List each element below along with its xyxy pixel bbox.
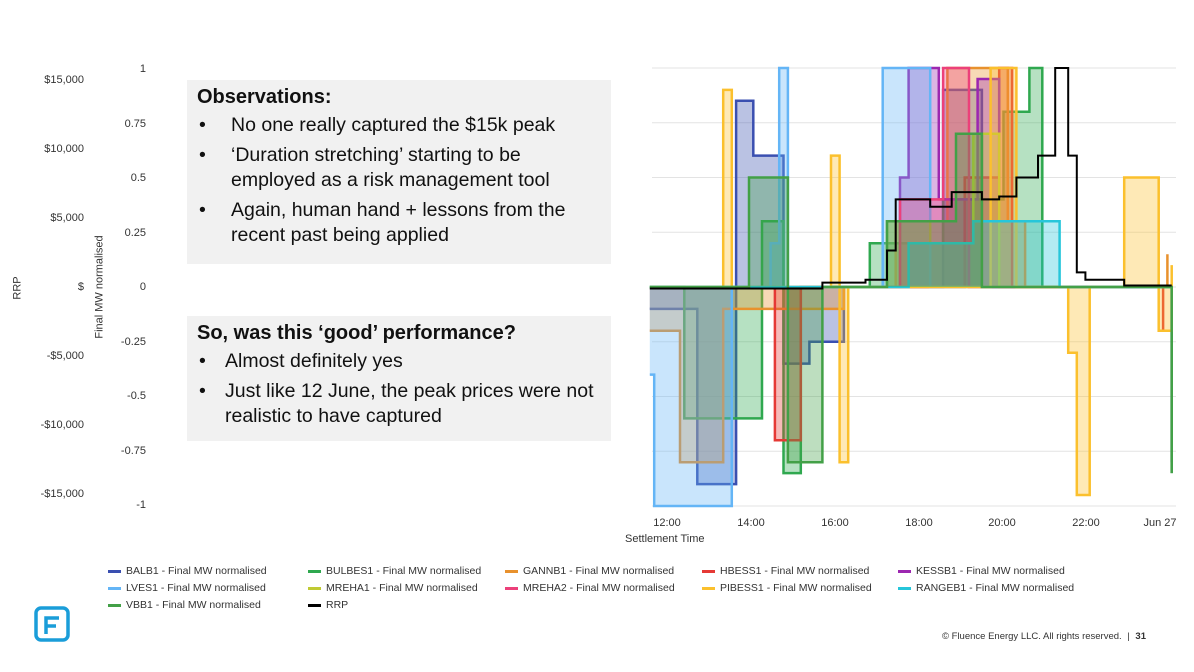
x-axis-label: Settlement Time bbox=[625, 533, 705, 545]
observations-heading: Observations: bbox=[197, 86, 332, 108]
legend-swatch bbox=[108, 603, 121, 607]
x-tick-6: Jun 27 bbox=[1143, 517, 1177, 529]
legend-item[interactable]: RRP bbox=[308, 599, 348, 611]
legend-swatch bbox=[308, 586, 321, 590]
observations-box: Observations: No one really captured the… bbox=[187, 80, 611, 264]
x-tick-5: 22:00 bbox=[1072, 517, 1100, 529]
mw-tick-6: -0.5 bbox=[127, 390, 146, 402]
footer: © Fluence Energy LLC. All rights reserve… bbox=[942, 631, 1146, 642]
legend-item[interactable]: BULBES1 - Final MW normalised bbox=[308, 565, 481, 577]
legend-swatch bbox=[702, 569, 715, 573]
legend-label: BALB1 - Final MW normalised bbox=[126, 565, 267, 577]
legend-item[interactable]: PIBESS1 - Final MW normalised bbox=[702, 582, 872, 594]
legend-label: BULBES1 - Final MW normalised bbox=[326, 565, 482, 577]
legend-swatch bbox=[108, 569, 121, 573]
legend-swatch bbox=[702, 586, 715, 590]
rrp-tick-0: $15,000 bbox=[44, 74, 84, 86]
rrp-tick-1: $10,000 bbox=[44, 143, 84, 155]
legend-swatch bbox=[308, 569, 321, 573]
rrp-tick-5: -$10,000 bbox=[40, 419, 84, 431]
mw-tick-0: 1 bbox=[139, 63, 146, 75]
legend-label: RANGEB1 - Final MW normalised bbox=[916, 582, 1075, 594]
legend-item[interactable]: LVES1 - Final MW normalised bbox=[108, 582, 266, 594]
rrp-tick-6: -$15,000 bbox=[40, 488, 84, 500]
legend-swatch bbox=[505, 569, 518, 573]
x-tick-1: 14:00 bbox=[737, 517, 765, 529]
series-area-3 bbox=[757, 68, 1164, 441]
legend-item[interactable]: MREHA1 - Final MW normalised bbox=[308, 582, 478, 594]
observation-bullet: ‘Duration stretching’ starting to be emp… bbox=[197, 143, 601, 193]
mw-tick-5: -0.25 bbox=[120, 336, 146, 348]
legend-item[interactable]: BALB1 - Final MW normalised bbox=[108, 565, 267, 577]
legend-swatch bbox=[505, 586, 518, 590]
legend-label: MREHA1 - Final MW normalised bbox=[326, 582, 478, 594]
mw-tick-8: -1 bbox=[136, 499, 146, 511]
legend-item[interactable]: VBB1 - Final MW normalised bbox=[108, 599, 261, 611]
legend-swatch bbox=[108, 586, 121, 590]
rrp-tick-3: $ bbox=[77, 281, 84, 293]
x-tick-0: 12:00 bbox=[653, 517, 681, 529]
legend-item[interactable]: HBESS1 - Final MW normalised bbox=[702, 565, 869, 577]
legend-label: GANNB1 - Final MW normalised bbox=[523, 565, 675, 577]
legend-item[interactable]: GANNB1 - Final MW normalised bbox=[505, 565, 674, 577]
legend-label: HBESS1 - Final MW normalised bbox=[720, 565, 870, 577]
legend-swatch bbox=[308, 603, 321, 607]
legend-label: LVES1 - Final MW normalised bbox=[126, 582, 266, 594]
mw-tick-4: 0 bbox=[139, 281, 146, 293]
legend-label: KESSB1 - Final MW normalised bbox=[916, 565, 1065, 577]
legend-swatch bbox=[898, 569, 911, 573]
legend-item[interactable]: KESSB1 - Final MW normalised bbox=[898, 565, 1065, 577]
rrp-tick-2: $5,000 bbox=[50, 212, 84, 224]
legend-swatch bbox=[898, 586, 911, 590]
legend-label: MREHA2 - Final MW normalised bbox=[523, 582, 675, 594]
x-tick-3: 18:00 bbox=[905, 517, 933, 529]
fluence-logo bbox=[34, 606, 70, 642]
observation-bullet: Again, human hand + lessons from the rec… bbox=[197, 198, 601, 248]
legend-label: VBB1 - Final MW normalised bbox=[126, 599, 261, 611]
question-heading: So, was this ‘good’ performance? bbox=[197, 322, 516, 344]
legend-label: RRP bbox=[326, 599, 349, 611]
series-line-4 bbox=[887, 66, 1060, 289]
rrp-tick-4: -$5,000 bbox=[46, 350, 84, 362]
legend-item[interactable]: RANGEB1 - Final MW normalised bbox=[898, 582, 1074, 594]
performance-question-box: So, was this ‘good’ performance? Almost … bbox=[187, 316, 611, 441]
question-bullet: Just like 12 June, the peak prices were … bbox=[197, 379, 601, 429]
series-line-5 bbox=[649, 66, 1172, 508]
series-area-10 bbox=[649, 133, 1172, 474]
series-line-11 bbox=[649, 67, 1172, 290]
mw-tick-2: 0.5 bbox=[130, 172, 146, 184]
x-tick-2: 16:00 bbox=[821, 517, 849, 529]
question-bullet: Almost definitely yes bbox=[197, 349, 601, 374]
series-area-7 bbox=[843, 68, 1103, 287]
legend-label: PIBESS1 - Final MW normalised bbox=[720, 582, 872, 594]
page-number: 31 bbox=[1135, 631, 1146, 642]
legend-item[interactable]: MREHA2 - Final MW normalised bbox=[505, 582, 675, 594]
footer-separator: | bbox=[1127, 631, 1130, 642]
copyright-text: © Fluence Energy LLC. All rights reserve… bbox=[942, 631, 1122, 642]
mw-tick-1: 0.75 bbox=[124, 118, 146, 130]
mw-tick-3: 0.25 bbox=[124, 227, 146, 239]
observation-bullet: No one really captured the $15k peak bbox=[197, 113, 601, 138]
mw-tick-7: -0.75 bbox=[120, 445, 146, 457]
series-area-9 bbox=[649, 221, 1172, 287]
series-line-7 bbox=[843, 66, 1103, 289]
x-tick-4: 20:00 bbox=[988, 517, 1016, 529]
